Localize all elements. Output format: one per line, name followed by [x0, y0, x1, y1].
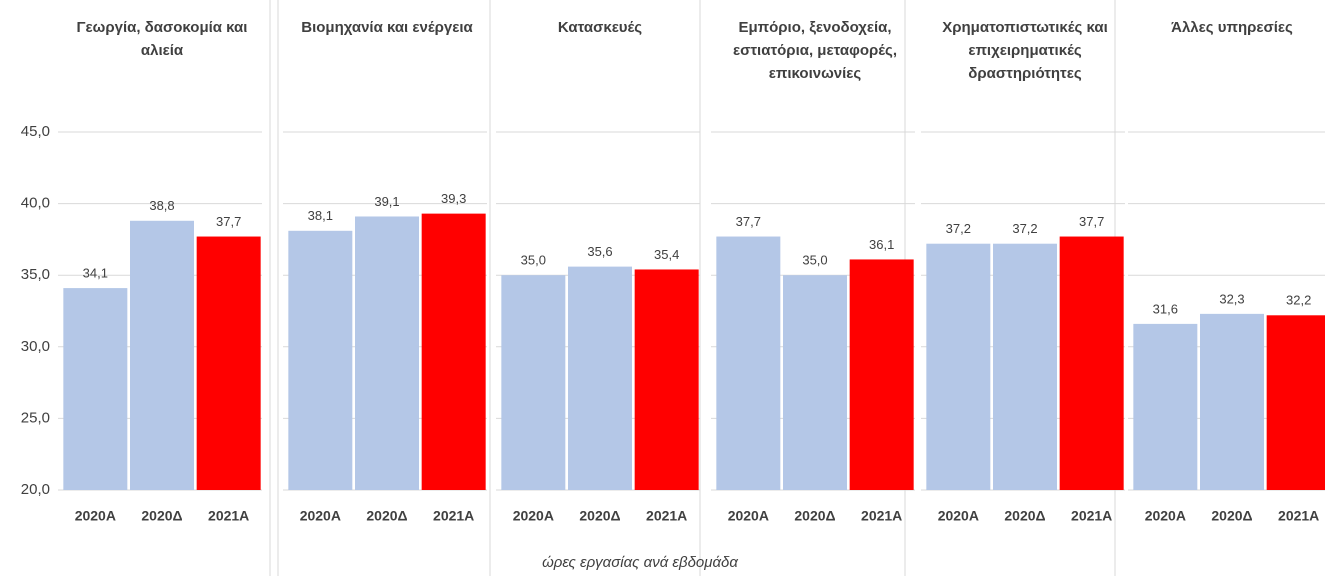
x-tick-label: 2020Α	[300, 508, 341, 524]
value-label: 38,8	[149, 198, 174, 213]
bar	[1200, 313, 1264, 490]
y-tick-label: 45,0	[21, 123, 50, 140]
value-label: 37,7	[216, 214, 241, 229]
y-tick-label: 20,0	[21, 481, 50, 498]
value-label: 35,6	[587, 244, 612, 259]
value-label: 39,1	[374, 194, 399, 209]
bar	[568, 266, 632, 490]
bar	[355, 216, 419, 490]
value-label: 37,7	[1079, 214, 1104, 229]
x-tick-label: 2021Α	[208, 508, 249, 524]
value-label: 31,6	[1153, 301, 1178, 316]
caption: ώρες εργασίας ανά εβδομάδα	[542, 554, 738, 571]
value-label: 37,7	[736, 214, 761, 229]
panel-title: Άλλες υπηρεσίες	[1171, 19, 1293, 36]
y-tick-label: 30,0	[21, 338, 50, 355]
panel-title: Γεωργία, δασοκομία και αλιεία	[76, 19, 248, 59]
panel-title: Χρηματοπιστωτικές και επιχειρηματικές δρ…	[942, 19, 1108, 82]
panel-title: Κατασκευές	[557, 19, 643, 36]
x-tick-label: 2021Α	[1071, 508, 1112, 524]
bar	[196, 236, 261, 490]
value-label: 36,1	[869, 237, 894, 252]
bar	[1059, 236, 1124, 490]
value-label: 35,4	[654, 247, 679, 262]
x-tick-label: 2020Α	[938, 508, 979, 524]
bar	[993, 243, 1057, 490]
bar	[288, 230, 353, 491]
x-tick-label: 2020Δ	[141, 508, 182, 524]
value-label: 32,2	[1286, 293, 1311, 308]
bar	[849, 259, 914, 490]
y-tick-label: 35,0	[21, 266, 50, 283]
bar	[421, 213, 486, 490]
y-tick-label: 40,0	[21, 195, 50, 212]
bar	[926, 243, 991, 490]
panel-title: Εμπόριο, ξενοδοχεία, εστιατόρια, μεταφορ…	[732, 19, 898, 82]
x-tick-label: 2021Α	[646, 508, 687, 524]
bar	[716, 236, 781, 490]
panel-title: Βιομηχανία και ενέργεια	[301, 19, 473, 36]
x-tick-label: 2020Δ	[1211, 508, 1252, 524]
bar	[130, 220, 194, 490]
value-label: 37,2	[1012, 221, 1037, 236]
x-tick-label: 2021Α	[1278, 508, 1319, 524]
x-tick-label: 2020Α	[513, 508, 554, 524]
x-tick-label: 2020Δ	[579, 508, 620, 524]
x-tick-label: 2020Δ	[1004, 508, 1045, 524]
value-label: 35,0	[521, 253, 546, 268]
x-tick-label: 2021Α	[861, 508, 902, 524]
x-tick-label: 2020Α	[728, 508, 769, 524]
x-tick-label: 2020Δ	[794, 508, 835, 524]
value-label: 37,2	[946, 221, 971, 236]
x-tick-label: 2021Α	[433, 508, 474, 524]
bar	[1266, 315, 1325, 490]
x-tick-label: 2020Δ	[366, 508, 407, 524]
y-tick-label: 25,0	[21, 409, 50, 426]
bar	[501, 275, 566, 490]
value-label: 38,1	[308, 208, 333, 223]
value-label: 35,0	[802, 253, 827, 268]
bar	[1133, 323, 1198, 490]
bar	[634, 269, 699, 490]
value-label: 39,3	[441, 191, 466, 206]
value-label: 32,3	[1219, 291, 1244, 306]
bar	[783, 275, 847, 490]
x-tick-label: 2020Α	[1145, 508, 1186, 524]
x-tick-label: 2020Α	[75, 508, 116, 524]
bar	[63, 288, 128, 490]
value-label: 34,1	[83, 266, 108, 281]
